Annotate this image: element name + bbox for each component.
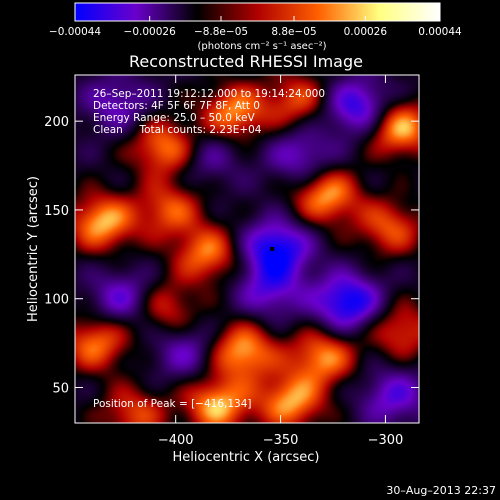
x-axis-label: Heliocentric X (arcsec) (173, 450, 320, 465)
footer-timestamp: 30–Aug–2013 22:37 (386, 484, 496, 497)
x-tick-label: −300 (368, 433, 404, 448)
colorbar-tick-label: −0.00026 (124, 26, 177, 38)
colorbar-tick-label: 0.00044 (418, 26, 462, 38)
colorbar-frame (74, 2, 441, 22)
heatmap-area: −400 −350 −300 50 100 150 200 (44, 74, 420, 448)
y-tick-label: 150 (44, 204, 69, 219)
chart-title: Reconstructed RHESSI Image (129, 52, 363, 71)
y-tick-label: 200 (44, 115, 69, 130)
heatmap-image (75, 75, 419, 423)
annotation-time: 26–Sep–2011 19:12:12.000 to 19:14:24.000 (93, 88, 325, 100)
peak-marker (270, 247, 275, 251)
plot-frame (74, 74, 420, 424)
annotation-detectors: Detectors: 4F 5F 6F 7F 8F, Att 0 (93, 100, 260, 112)
annotation-energy: Energy Range: 25.0 – 50.0 keV (93, 112, 255, 124)
colorbar-gradient (75, 3, 440, 21)
annotation-clean: Clean Total counts: 2.23E+04 (93, 124, 262, 136)
x-tick-label: −350 (263, 433, 299, 448)
y-tick-label: 50 (52, 381, 69, 396)
colorbar-tick-label: −8.8e−05 (194, 26, 248, 38)
colorbar-tick-label: 8.8e−05 (271, 26, 316, 38)
y-axis-label: Heliocentric Y (arcsec) (26, 176, 41, 322)
colorbar: −0.00044 −0.00026 −8.8e−05 8.8e−05 0.00026 0.… (49, 2, 462, 52)
colorbar-unit: (photons cm⁻² s⁻¹ asec⁻²) (197, 41, 326, 52)
annotations: 26–Sep–2011 19:12:12.000 to 19:14:24.000… (93, 88, 325, 410)
y-tick-label: 100 (44, 293, 69, 308)
colorbar-tick-label: 0.00026 (344, 26, 388, 38)
colorbar-tick-label: −0.00044 (49, 26, 102, 38)
x-tick-label: −400 (158, 433, 194, 448)
annotation-peak: Position of Peak = [−416,134] (93, 398, 252, 410)
